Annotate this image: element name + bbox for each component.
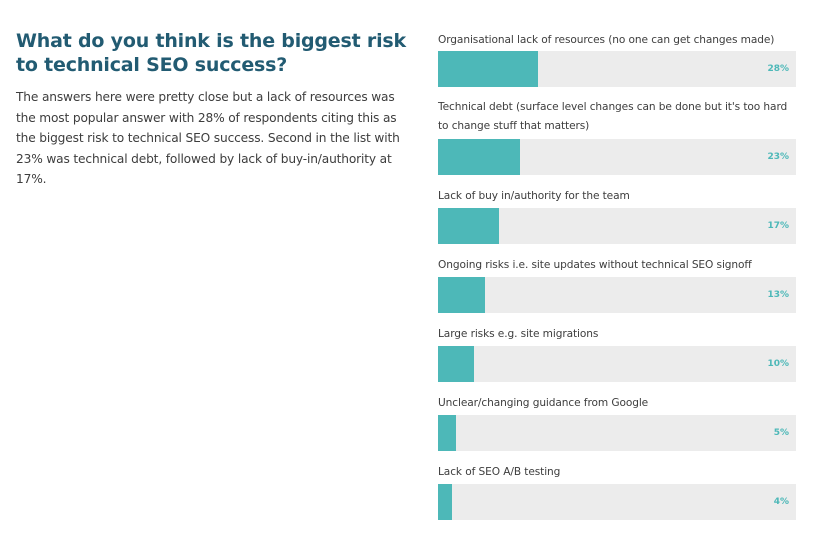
bar-chart: Organisational lack of resources (no one… [438, 0, 798, 539]
bar-track: 4% [438, 484, 796, 520]
bar-track: 13% [438, 277, 796, 313]
bar-label: Technical debt (surface level changes ca… [438, 101, 788, 132]
bar [438, 484, 452, 520]
bar-value-label: 13% [767, 290, 789, 300]
bar [438, 346, 474, 382]
intro-section: What do you think is the biggest risk to… [16, 29, 406, 190]
bar [438, 415, 456, 451]
bar-track: 28% [438, 51, 796, 87]
bar-track: 5% [438, 415, 796, 451]
bar [438, 139, 520, 175]
bar-label: Lack of SEO A/B testing [438, 466, 561, 478]
bar-label: Large risks e.g. site migrations [438, 328, 599, 340]
page-title: What do you think is the biggest risk to… [16, 30, 406, 76]
bar-value-label: 4% [773, 497, 789, 507]
bar-value-label: 5% [773, 428, 789, 438]
bar-label: Unclear/changing guidance from Google [438, 397, 649, 409]
intro-paragraph: The answers here were pretty close but a… [16, 90, 400, 186]
bar-track: 10% [438, 346, 796, 382]
bar-label: Organisational lack of resources (no one… [438, 34, 775, 46]
bar [438, 208, 499, 244]
bar-value-label: 28% [767, 64, 789, 74]
bar-value-label: 10% [767, 359, 789, 369]
bar-value-label: 17% [767, 221, 789, 231]
bar-track: 17% [438, 208, 796, 244]
bar-label: Lack of buy in/authority for the team [438, 190, 630, 202]
bar [438, 51, 538, 87]
bar-label: Ongoing risks i.e. site updates without … [438, 259, 752, 271]
bar-track: 23% [438, 139, 796, 175]
bar-value-label: 23% [767, 152, 789, 162]
bar [438, 277, 485, 313]
